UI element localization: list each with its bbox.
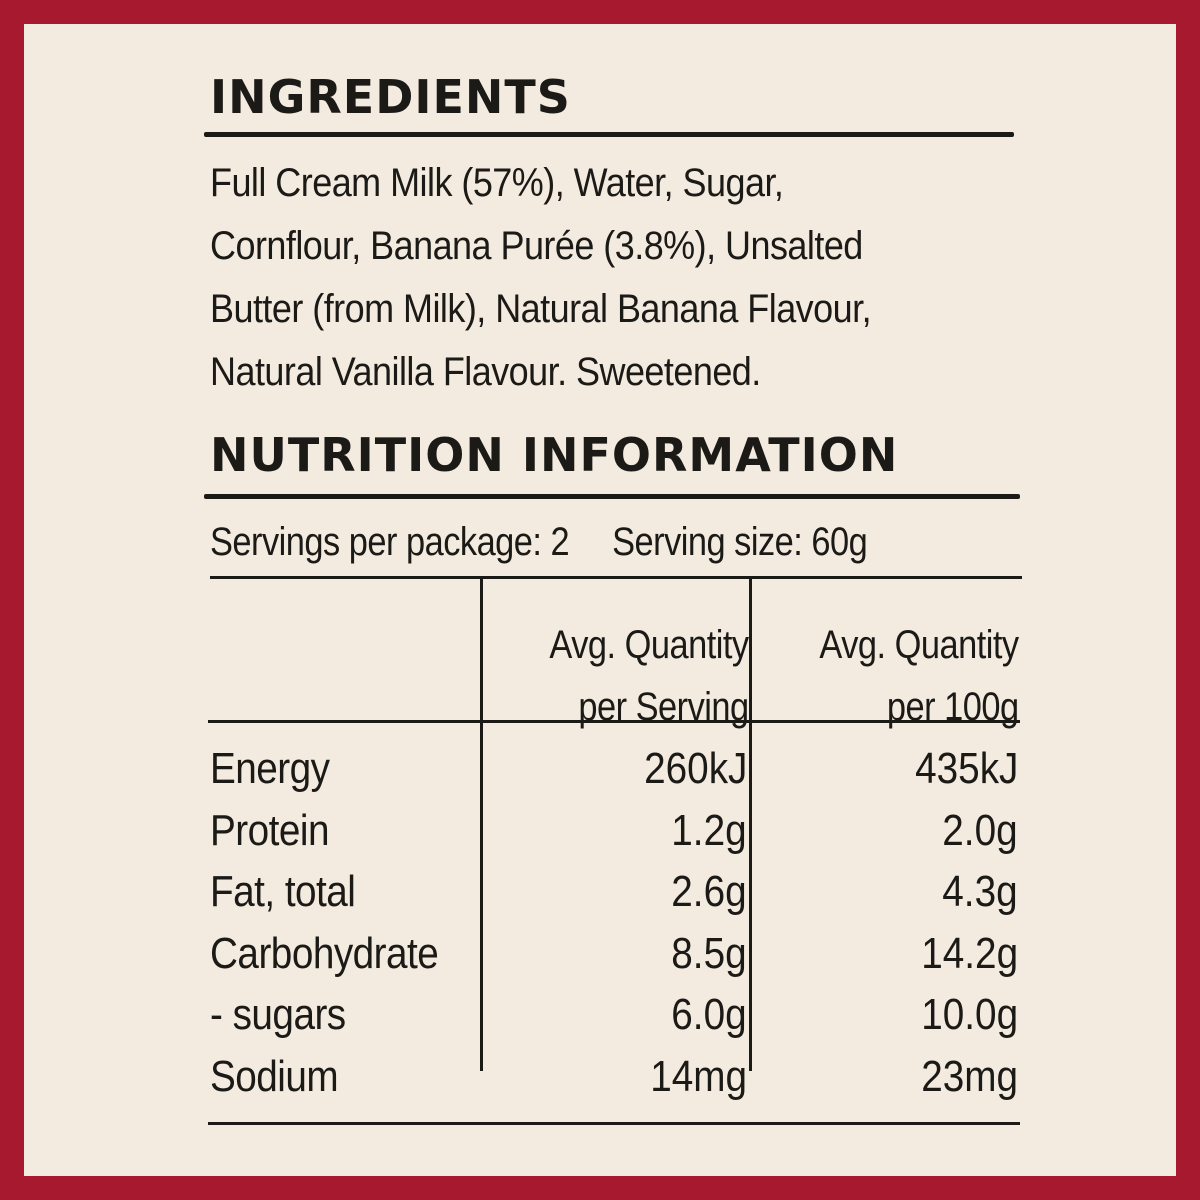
column-header-per-100g-line2: per 100g <box>887 685 1019 729</box>
ingredients-heading: INGREDIENTS <box>210 70 571 124</box>
nutrition-heading: NUTRITION INFORMATION <box>210 428 899 482</box>
table-row: Carbohydrate 8.5g 14.2g <box>210 923 1025 985</box>
row-per-serving: 8.5g <box>671 928 747 978</box>
row-label: Energy <box>210 744 330 793</box>
row-label: Carbohydrate <box>210 928 439 978</box>
row-per-100g: 10.0g <box>921 990 1018 1039</box>
row-per-100g: 14.2g <box>921 928 1018 978</box>
ingredients-rule <box>204 132 1014 137</box>
nutrition-rule <box>204 494 1020 499</box>
serving-size: Serving size: 60g <box>612 520 868 564</box>
row-label: Protein <box>210 805 330 855</box>
table-row: Energy 260kJ 435kJ <box>210 738 1025 800</box>
row-per-100g: 4.3g <box>942 867 1018 916</box>
row-per-serving: 2.6g <box>671 867 747 916</box>
table-top-rule <box>210 576 1022 579</box>
column-header-per-serving-line2: per Serving <box>578 685 750 729</box>
ingredients-text: Full Cream Milk (57%), Water, Sugar, Cor… <box>210 161 872 394</box>
row-per-serving: 260kJ <box>643 744 747 793</box>
row-label: - sugars <box>210 990 346 1039</box>
column-divider-1 <box>480 576 483 1071</box>
column-header-per-serving-line1: Avg. Quantity <box>549 623 750 667</box>
column-divider-2 <box>749 576 752 1071</box>
serving-info: Servings per package: 2 Serving size: 60g <box>210 518 868 566</box>
row-per-100g: 23mg <box>921 1051 1018 1101</box>
row-per-100g: 2.0g <box>942 805 1018 855</box>
header-bottom-rule <box>208 720 1020 723</box>
table-row: Fat, total 2.6g 4.3g <box>210 861 1025 923</box>
table-row: Protein 1.2g 2.0g <box>210 800 1025 862</box>
label-panel: INGREDIENTS Full Cream Milk (57%), Water… <box>24 24 1176 1176</box>
table-row: - sugars 6.0g 10.0g <box>210 984 1025 1046</box>
row-per-100g: 435kJ <box>914 744 1018 793</box>
column-header-per-100g-line1: Avg. Quantity <box>819 623 1020 667</box>
row-label: Sodium <box>210 1051 339 1101</box>
nutrition-rows: Energy 260kJ 435kJ Protein 1.2g 2.0g Fat… <box>210 738 1025 1107</box>
row-per-serving: 14mg <box>650 1051 747 1101</box>
row-label: Fat, total <box>210 867 356 916</box>
table-bottom-rule <box>208 1122 1020 1125</box>
servings-per-package: Servings per package: 2 <box>210 520 570 564</box>
table-row: Sodium 14mg 23mg <box>210 1046 1025 1108</box>
row-per-serving: 1.2g <box>671 805 747 855</box>
row-per-serving: 6.0g <box>671 990 747 1039</box>
